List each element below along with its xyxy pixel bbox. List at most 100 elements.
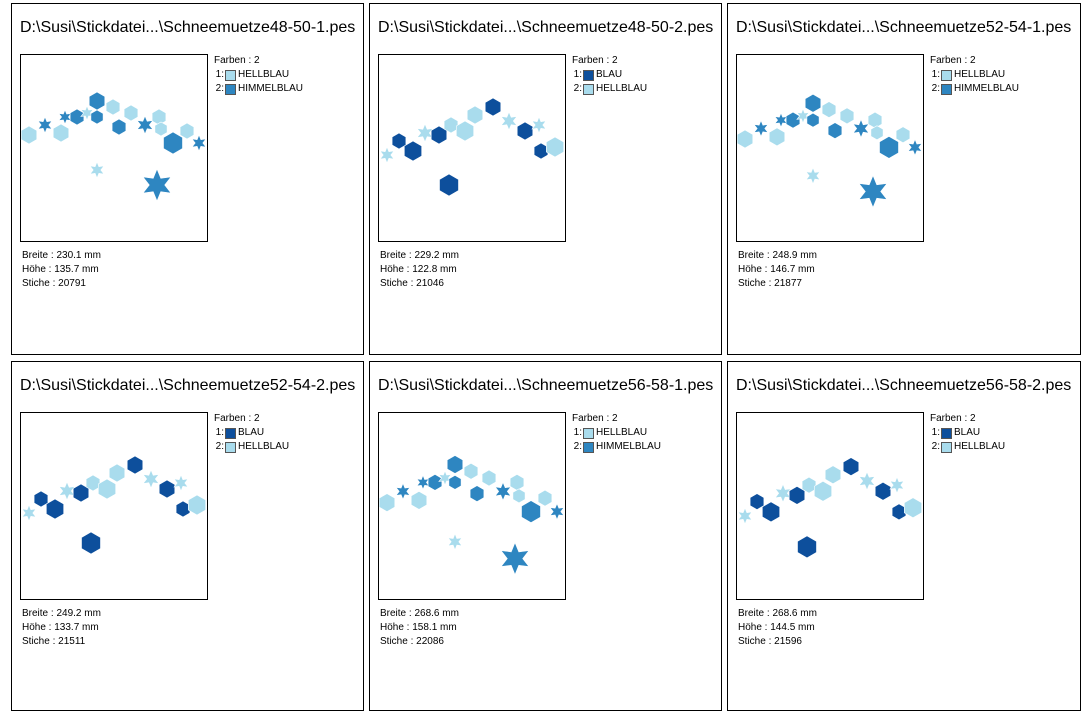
snowflake-icon xyxy=(804,93,822,113)
color-legend: Farben : 2 1: HELLBLAU 2: HIMMELBLAU xyxy=(572,412,661,454)
snowflake-icon xyxy=(379,146,395,164)
colors-count-label: Farben : 2 xyxy=(214,413,260,424)
stat-height-value: 158.1 mm xyxy=(412,622,457,633)
snowflake-icon xyxy=(500,111,518,131)
snowflake-icon xyxy=(737,507,753,525)
stat-stitches: Stiche : 21596 xyxy=(738,635,817,649)
color-name: HELLBLAU xyxy=(596,427,648,438)
stat-stitches: Stiche : 22086 xyxy=(380,635,459,649)
legend-item: 2: HIMMELBLAU xyxy=(572,440,661,454)
stat-stitches-label: Stiche : xyxy=(22,278,59,289)
embroidery-preview xyxy=(736,412,924,600)
stat-stitches: Stiche : 21046 xyxy=(380,277,459,291)
color-name: HIMMELBLAU xyxy=(954,83,1020,94)
snowflake-icon xyxy=(37,116,53,134)
snowflake-icon xyxy=(891,503,907,521)
snowflake-icon xyxy=(52,123,70,143)
legend-number: 1: xyxy=(931,427,940,438)
stat-stitches-label: Stiche : xyxy=(22,636,59,647)
snowflake-icon xyxy=(533,142,549,160)
stat-height: Höhe : 133.7 mm xyxy=(22,621,101,635)
colors-count-label: Farben : 2 xyxy=(572,413,618,424)
color-name: BLAU xyxy=(238,427,265,438)
legend-number: 1: xyxy=(573,69,582,80)
stat-stitches: Stiche : 20791 xyxy=(22,277,101,291)
stat-stitches: Stiche : 21877 xyxy=(738,277,817,291)
legend-number: 1: xyxy=(215,427,224,438)
stat-height-label: Höhe : xyxy=(22,264,55,275)
legend-number: 1: xyxy=(573,427,582,438)
stat-height-label: Höhe : xyxy=(380,622,413,633)
snowflake-icon xyxy=(439,173,459,197)
snowflake-icon xyxy=(806,112,820,128)
color-name: BLAU xyxy=(954,427,981,438)
colors-count-label: Farben : 2 xyxy=(214,55,260,66)
color-swatch xyxy=(225,441,236,453)
snowflake-icon xyxy=(179,122,195,140)
snowflake-icon xyxy=(416,123,434,143)
snowflake-icon xyxy=(785,111,801,129)
snowflake-icon xyxy=(797,535,817,559)
snowflake-icon xyxy=(21,125,38,145)
snowflake-icon xyxy=(98,478,116,500)
stat-stitches-value: 21596 xyxy=(774,636,802,647)
snowflake-icon xyxy=(466,105,484,125)
snowflake-design-svg xyxy=(21,455,206,555)
color-legend: Farben : 2 1: BLAU 2: HELLBLAU xyxy=(572,54,647,96)
embroidery-preview xyxy=(20,412,208,600)
embroidery-preview xyxy=(736,54,924,242)
stat-width-value: 229.2 mm xyxy=(414,250,459,261)
legend-item: 2: HELLBLAU xyxy=(572,82,647,96)
snowflake-icon xyxy=(796,108,810,124)
stat-height-label: Höhe : xyxy=(22,622,55,633)
color-legend: Farben : 2 1: BLAU 2: HELLBLAU xyxy=(214,412,289,454)
color-name: HELLBLAU xyxy=(238,69,290,80)
color-legend: Farben : 2 1: HELLBLAU 2: HIMMELBLAU xyxy=(214,54,303,96)
snowflake-icon xyxy=(907,138,923,157)
snowflake-icon xyxy=(521,500,541,523)
color-name: BLAU xyxy=(596,69,623,80)
snowflake-icon xyxy=(484,97,502,117)
snowflake-icon xyxy=(469,485,485,502)
color-swatch xyxy=(941,83,952,95)
snowflake-icon xyxy=(88,91,106,111)
stat-stitches-value: 21046 xyxy=(416,278,444,289)
color-swatch xyxy=(583,441,594,453)
stat-stitches: Stiche : 21511 xyxy=(22,635,101,649)
snowflake-icon xyxy=(852,118,870,139)
color-name: HELLBLAU xyxy=(954,69,1006,80)
snowflake-icon xyxy=(158,479,176,499)
stat-width-label: Breite : xyxy=(380,250,415,261)
snowflake-icon xyxy=(879,136,899,159)
design-stats: Breite : 230.1 mm Höhe : 135.7 mm Stiche :… xyxy=(22,249,101,291)
embroidery-preview xyxy=(20,54,208,242)
color-swatch xyxy=(941,441,952,453)
snowflake-icon xyxy=(549,502,565,521)
snowflake-icon xyxy=(827,122,843,139)
snowflake-icon xyxy=(21,504,37,522)
stat-height-value: 146.7 mm xyxy=(770,264,815,275)
snowflake-icon xyxy=(163,131,183,155)
snowflake-icon xyxy=(123,104,139,122)
stat-height: Höhe : 158.1 mm xyxy=(380,621,459,635)
snowflake-icon xyxy=(448,475,462,490)
stat-height-label: Höhe : xyxy=(738,622,771,633)
colors-count-label: Farben : 2 xyxy=(930,413,976,424)
snowflake-design-svg xyxy=(737,93,923,209)
snowflake-icon xyxy=(58,481,76,501)
stat-width: Breite : 249.2 mm xyxy=(22,607,101,621)
stat-stitches-value: 21511 xyxy=(58,636,86,647)
legend-item: 2: HELLBLAU xyxy=(930,440,1005,454)
design-stats: Breite : 268.6 mm Höhe : 144.5 mm Stiche :… xyxy=(738,607,817,649)
snowflake-icon xyxy=(438,470,452,486)
embroidery-preview xyxy=(378,54,566,242)
snowflake-icon xyxy=(142,469,160,489)
snowflake-icon xyxy=(188,494,206,516)
legend-number: 1: xyxy=(931,69,940,80)
snowflake-icon xyxy=(142,168,172,202)
snowflake-icon xyxy=(410,491,428,510)
snowflake-icon xyxy=(801,476,817,494)
file-path-title: D:\Susi\Stickdatei...\Schneemuetze56-58-… xyxy=(736,377,1072,394)
color-name: HIMMELBLAU xyxy=(238,83,304,94)
design-card: D:\Susi\Stickdatei...\Schneemuetze56-58-… xyxy=(369,361,722,711)
